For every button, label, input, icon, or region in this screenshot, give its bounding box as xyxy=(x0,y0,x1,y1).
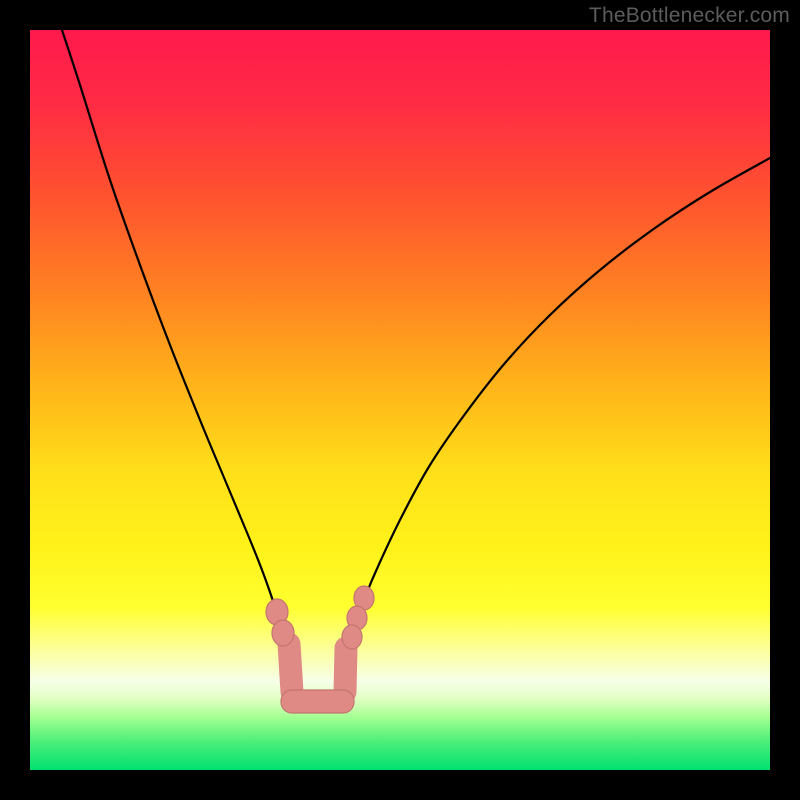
attribution-text: TheBottlenecker.com xyxy=(589,4,790,28)
bottleneck-chart xyxy=(0,0,800,800)
figure-root: TheBottlenecker.com xyxy=(0,0,800,800)
plot-background xyxy=(30,30,770,770)
